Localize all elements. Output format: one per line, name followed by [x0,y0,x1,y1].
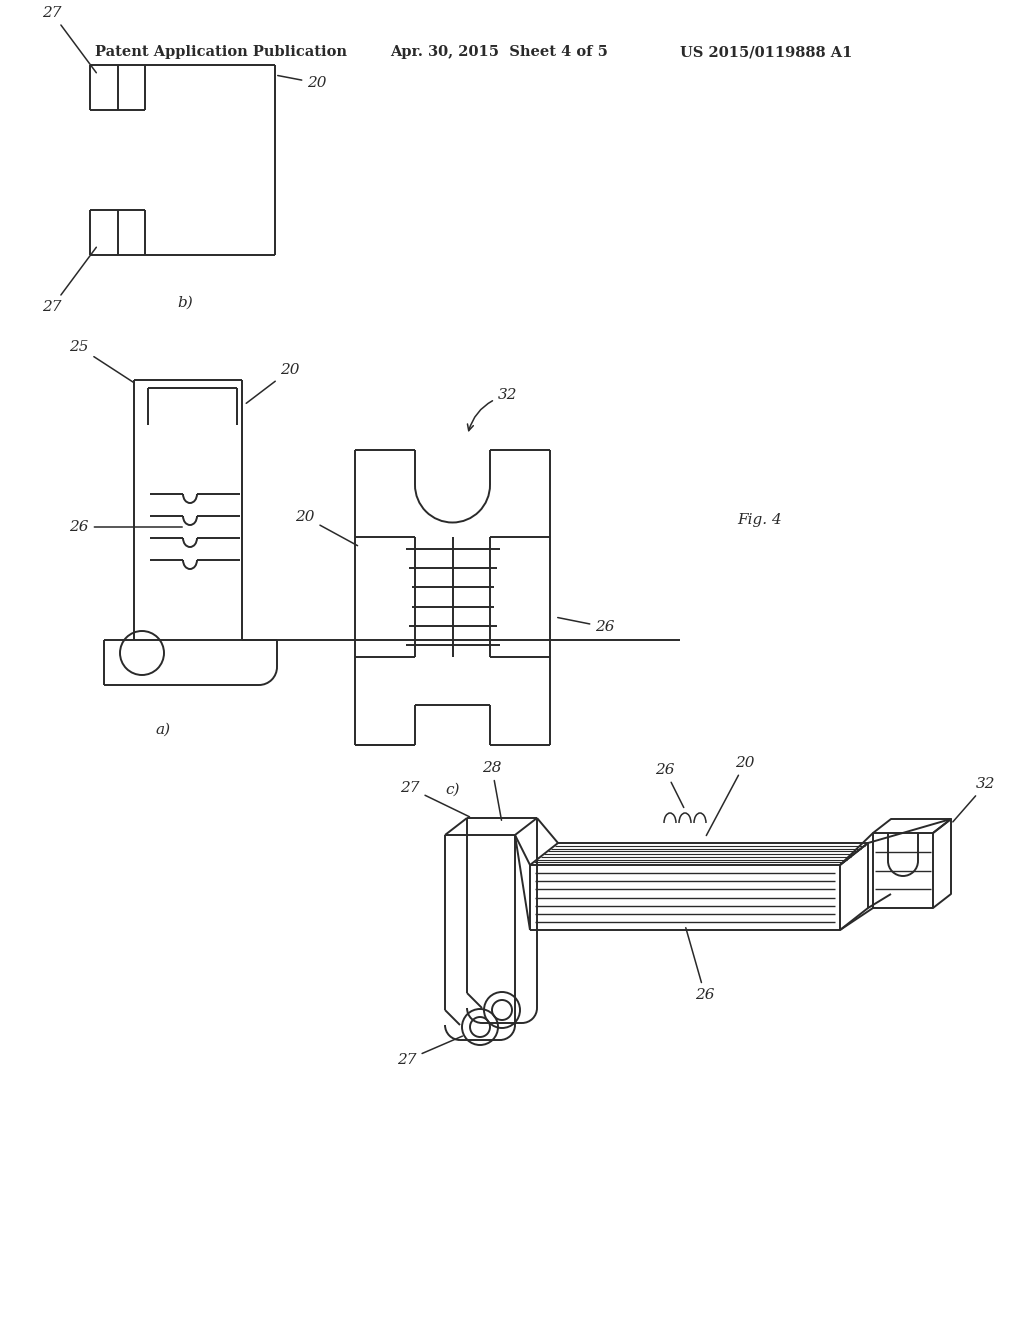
Text: 28: 28 [482,762,502,820]
Text: 20: 20 [295,510,357,545]
Text: a): a) [156,723,171,737]
Text: 32: 32 [952,777,995,822]
Text: Apr. 30, 2015  Sheet 4 of 5: Apr. 30, 2015 Sheet 4 of 5 [390,45,608,59]
Text: 27: 27 [42,7,96,73]
Text: 27: 27 [400,781,469,817]
Text: 20: 20 [707,756,755,836]
Text: 32: 32 [468,388,517,430]
Text: 26: 26 [70,520,182,535]
Text: 26: 26 [655,763,684,808]
Text: 26: 26 [558,618,614,634]
Text: Patent Application Publication: Patent Application Publication [95,45,347,59]
Text: b): b) [177,296,193,310]
Text: c): c) [445,783,460,797]
Text: 25: 25 [70,341,134,383]
Text: 27: 27 [42,247,96,314]
Text: 20: 20 [246,363,300,404]
Text: US 2015/0119888 A1: US 2015/0119888 A1 [680,45,852,59]
Text: 27: 27 [397,1036,463,1067]
Text: Fig. 4: Fig. 4 [737,513,782,527]
Text: 26: 26 [686,928,715,1002]
Text: 20: 20 [278,75,327,90]
